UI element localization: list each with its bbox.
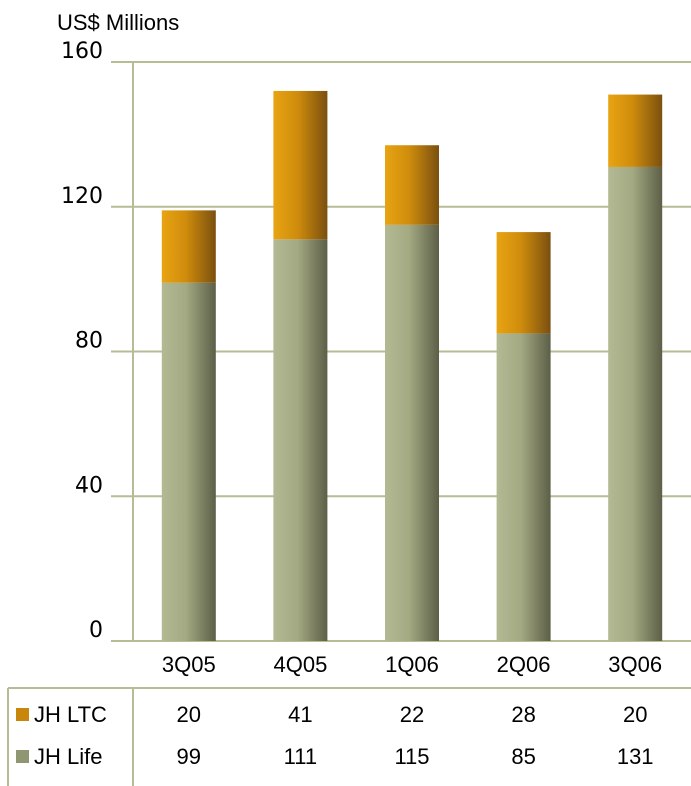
table-cell: 41 — [288, 702, 312, 727]
x-tick-label: 1Q06 — [385, 652, 439, 677]
unit-label: US$ Millions — [57, 10, 179, 35]
bar-jh-life-3q05 — [161, 282, 216, 641]
y-tick-label: 40 — [75, 473, 103, 498]
bar-jh-life-4q05 — [273, 239, 328, 641]
table-cell: 131 — [617, 744, 654, 769]
table-cell: 20 — [623, 702, 647, 727]
table-cell: 28 — [511, 702, 535, 727]
y-tick-label: 160 — [61, 39, 103, 64]
table-cell: 20 — [177, 702, 201, 727]
table-cell: 22 — [400, 702, 424, 727]
x-tick-label: 2Q06 — [497, 652, 551, 677]
y-tick-label: 0 — [89, 618, 103, 643]
legend-swatch — [16, 708, 29, 721]
bar-jh-ltc-1q06 — [385, 145, 439, 225]
bar-jh-ltc-4q05 — [273, 90, 328, 240]
x-tick-label: 3Q06 — [608, 652, 662, 677]
bar-jh-ltc-2q06 — [496, 232, 551, 334]
x-axis-labels: 3Q05 4Q05 1Q06 2Q06 3Q06 — [162, 652, 662, 677]
bar-jh-life-3q06 — [608, 166, 663, 641]
table-row-label: JH LTC — [34, 702, 107, 727]
table-cell: 111 — [284, 744, 317, 769]
data-table: JH LTC 20 41 22 28 20 JH Life 99 111 115 85 131 — [7, 687, 691, 786]
bar-jh-ltc-3q06 — [608, 94, 663, 167]
y-axis-ticks: 0 40 80 120 160 — [61, 39, 103, 643]
y-tick-label: 80 — [75, 329, 103, 354]
x-tick-label: 3Q05 — [162, 652, 216, 677]
table-cell: 85 — [511, 744, 535, 769]
table-cell: 115 — [394, 744, 429, 769]
table-row-label: JH Life — [34, 744, 102, 769]
bar-jh-life-2q06 — [496, 333, 551, 641]
legend-swatch — [16, 750, 29, 763]
bar-jh-life-1q06 — [385, 224, 439, 641]
table-cell: 99 — [177, 744, 201, 769]
bars — [161, 90, 663, 641]
y-tick-label: 120 — [61, 184, 103, 209]
x-tick-label: 4Q05 — [273, 652, 327, 677]
bar-jh-ltc-3q05 — [161, 210, 216, 283]
